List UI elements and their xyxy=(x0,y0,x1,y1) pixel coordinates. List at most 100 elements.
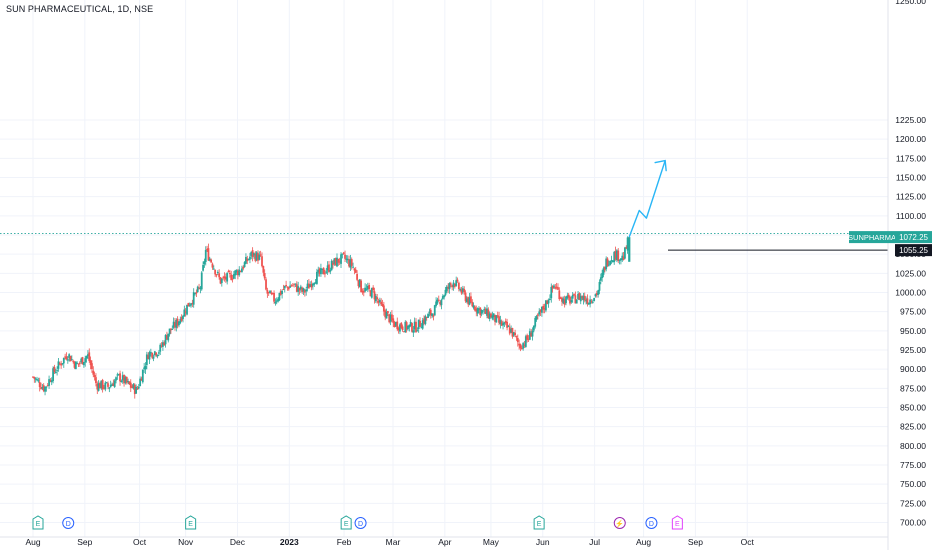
candle-body xyxy=(208,258,211,261)
candle-body xyxy=(188,305,191,307)
candle-body xyxy=(425,317,428,319)
candle-body xyxy=(512,332,515,336)
y-tick-label: 1025.00 xyxy=(895,268,926,278)
candle-body xyxy=(179,318,182,324)
y-tick-label: 950.00 xyxy=(900,326,926,336)
candle-body xyxy=(456,279,459,282)
y-tick-label: 900.00 xyxy=(900,364,926,374)
y-tick-label: 925.00 xyxy=(900,345,926,355)
candle-body xyxy=(182,315,184,320)
candle-body xyxy=(415,321,417,333)
candle-body xyxy=(538,311,541,315)
candle-body xyxy=(141,369,144,383)
candle-body xyxy=(46,385,49,387)
candle-body xyxy=(137,386,140,389)
candle-body xyxy=(404,321,407,333)
candle-body xyxy=(448,283,451,290)
last-price-tag xyxy=(895,231,932,244)
candle-body xyxy=(440,299,443,306)
time-axis[interactable]: Aug Sep Oct Nov Dec 2023 Feb Mar Apr May Jun Jul Aug… xyxy=(0,536,888,547)
candle-body xyxy=(443,295,446,298)
candle-body xyxy=(316,271,318,284)
candle-body xyxy=(338,261,341,263)
event-markers: E D E E D E ⚡ D E xyxy=(32,515,683,530)
candle-body xyxy=(356,274,358,280)
candle-body xyxy=(175,319,178,328)
candle-body xyxy=(624,247,626,259)
earnings-icon xyxy=(533,515,545,530)
candle-body xyxy=(622,256,625,260)
symbol-tag xyxy=(849,231,895,244)
candle-body xyxy=(227,270,230,273)
y-tick-label: 750.00 xyxy=(900,479,926,489)
candle-body xyxy=(180,317,183,321)
candle-body xyxy=(504,320,507,323)
candle-body xyxy=(479,307,482,316)
candle-body xyxy=(549,298,551,301)
candle-body xyxy=(334,258,337,266)
candle-body xyxy=(391,314,393,321)
candle-body xyxy=(41,387,44,389)
candle-body xyxy=(128,381,131,385)
candle-body xyxy=(65,356,68,360)
candle-body xyxy=(554,287,557,289)
candle-body xyxy=(581,296,583,299)
projection-line xyxy=(628,160,666,238)
candle-body xyxy=(152,356,155,359)
candle-body xyxy=(601,272,604,278)
x-tick-label: Nov xyxy=(178,537,194,547)
candle-body xyxy=(250,251,253,256)
candle-body xyxy=(620,258,622,261)
candle-body xyxy=(246,258,249,262)
candle-body xyxy=(457,282,460,290)
candle-body xyxy=(166,335,168,340)
candle-body xyxy=(271,292,274,294)
candle-body xyxy=(563,299,566,305)
candle-body xyxy=(411,323,413,332)
candle-body xyxy=(257,253,259,261)
candle-body xyxy=(514,332,517,336)
candle-body xyxy=(468,297,471,305)
candle-body xyxy=(482,310,484,312)
candle-body xyxy=(424,316,427,324)
candle-body xyxy=(587,302,590,305)
candle-body xyxy=(348,259,350,267)
candle-body xyxy=(606,258,609,266)
candle-body xyxy=(617,250,620,261)
candle-body xyxy=(547,300,550,304)
candle-body xyxy=(461,288,464,292)
candle-body xyxy=(162,342,164,347)
candle-body xyxy=(92,370,95,375)
candle-body xyxy=(314,282,317,284)
candle-body xyxy=(388,314,391,323)
candle-body xyxy=(467,297,470,305)
candle-body xyxy=(378,299,381,303)
candle-body xyxy=(558,290,561,300)
candle-body xyxy=(562,298,565,304)
candle-body xyxy=(220,278,223,283)
candle-body xyxy=(324,273,326,275)
y-tick-label: 1100.00 xyxy=(896,211,926,221)
candle-body xyxy=(427,314,429,318)
candle-body xyxy=(531,330,534,337)
candle-body xyxy=(261,256,263,267)
candle-body xyxy=(510,329,512,333)
candle-body xyxy=(399,324,401,332)
candle-body xyxy=(69,356,72,362)
candle-body xyxy=(297,286,300,292)
candle-body xyxy=(249,256,251,260)
candle-body xyxy=(526,335,529,340)
price-axis[interactable]: 700.00 725.00 750.00 775.00 800.00 825.00 850.… xyxy=(848,0,932,550)
candle-body xyxy=(148,351,151,360)
candle-body xyxy=(299,286,302,290)
candle-body xyxy=(279,291,282,295)
candle-body xyxy=(488,313,491,320)
candle-body xyxy=(74,361,77,370)
candle-body xyxy=(38,382,41,387)
candle-body xyxy=(507,326,510,328)
candle-body xyxy=(589,299,592,305)
candle-body xyxy=(251,250,254,257)
candle-body xyxy=(393,322,396,328)
candle-body xyxy=(87,354,89,357)
